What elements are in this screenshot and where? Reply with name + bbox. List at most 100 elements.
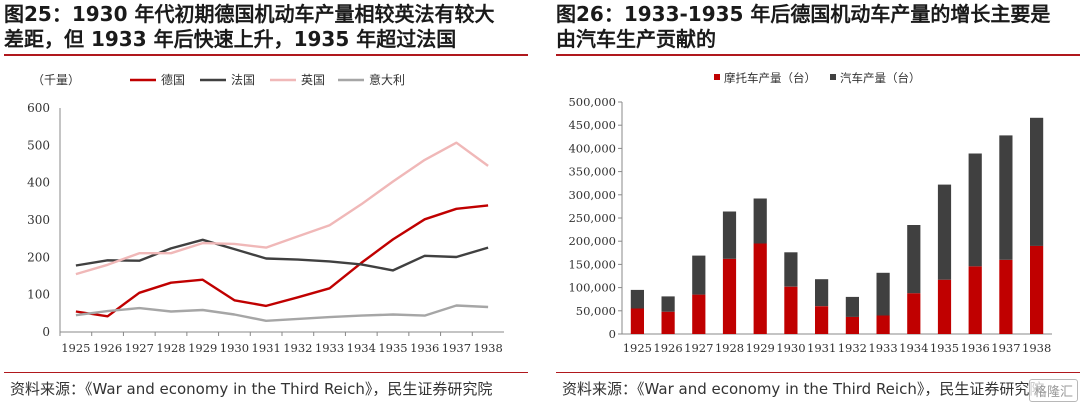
y-tick-label: 250,000 <box>568 211 616 225</box>
x-tick-label: 1925 <box>623 341 652 355</box>
x-tick-label: 1934 <box>347 341 376 355</box>
x-tick-label: 1930 <box>220 341 249 355</box>
y-tick-label: 500 <box>27 138 50 152</box>
bar-segment <box>845 296 859 317</box>
x-tick-label: 1929 <box>188 341 217 355</box>
right-source-note: 资料来源：《War and economy in the Third Reich… <box>562 380 1045 398</box>
bar-segment <box>692 255 706 295</box>
bar-segment <box>722 211 737 259</box>
bar-segment <box>845 316 859 334</box>
bar-segment <box>630 308 644 334</box>
bar-segment <box>815 306 829 334</box>
bar-segment <box>876 272 890 316</box>
y-tick-label: 150,000 <box>568 257 616 271</box>
bar-segment <box>692 294 706 334</box>
bar-segment <box>999 259 1013 334</box>
bar-segment <box>815 279 829 307</box>
legend-label: 法国 <box>231 73 255 87</box>
legend-swatch <box>714 74 720 80</box>
bar-segment <box>876 315 890 334</box>
y-tick-label: 0 <box>609 327 616 341</box>
x-tick-label: 1931 <box>252 341 281 355</box>
right-source-divider <box>556 372 1080 373</box>
legend-label: 摩托车产量（台） <box>724 71 816 85</box>
right-figure-panel: 图26：1933-1935 年后德国机动车产量的增长主要是 由汽车生产贡献的 0… <box>556 0 1080 404</box>
watermark-logo: 格隆汇 <box>1028 379 1078 402</box>
x-tick-label: 1929 <box>746 341 775 355</box>
bar-segment <box>753 243 767 334</box>
x-tick-label: 1934 <box>899 341 928 355</box>
y-tick-label: 400,000 <box>568 141 616 155</box>
y-unit-label: （千量） <box>32 73 80 87</box>
right-title-divider <box>556 54 1080 56</box>
x-tick-label: 1938 <box>1022 341 1051 355</box>
y-tick-label: 500,000 <box>568 95 616 109</box>
x-tick-label: 1931 <box>807 341 836 355</box>
left-figure-panel: 图25：1930 年代初期德国机动车产量相较英法有较大 差距，但 1933 年后… <box>4 0 532 404</box>
y-tick-label: 350,000 <box>568 165 616 179</box>
x-tick-label: 1928 <box>156 341 185 355</box>
x-tick-label: 1930 <box>776 341 805 355</box>
x-tick-label: 1925 <box>61 341 90 355</box>
y-tick-label: 0 <box>42 325 50 339</box>
y-tick-label: 100 <box>27 288 50 302</box>
x-tick-label: 1927 <box>125 341 154 355</box>
bar-segment <box>784 252 798 287</box>
legend-label: 汽车产量（台） <box>840 71 921 85</box>
series-line <box>75 204 489 318</box>
y-tick-label: 400 <box>27 176 50 190</box>
left-title-divider <box>4 54 528 56</box>
x-tick-label: 1936 <box>961 341 990 355</box>
bar-segment <box>907 293 921 334</box>
left-figure-title: 图25：1930 年代初期德国机动车产量相较英法有较大 差距，但 1933 年后… <box>4 2 528 52</box>
bar-segment <box>1030 245 1044 334</box>
bar-segment <box>784 286 798 334</box>
x-tick-label: 1933 <box>315 341 344 355</box>
y-tick-label: 300 <box>27 213 50 227</box>
left-title-line-2: 差距，但 1933 年后快速上升，1935 年超过法国 <box>4 27 457 51</box>
x-tick-label: 1938 <box>474 341 503 355</box>
bar-segment <box>630 289 644 309</box>
series-line <box>75 238 489 272</box>
bar-segment <box>1030 117 1044 246</box>
y-tick-label: 50,000 <box>576 304 616 318</box>
bar-segment <box>722 258 737 334</box>
x-tick-label: 1937 <box>991 341 1020 355</box>
bar-segment <box>968 266 982 334</box>
bar-segment <box>753 198 767 244</box>
series-line <box>75 141 489 276</box>
x-tick-label: 1935 <box>378 341 407 355</box>
left-title-line-1: 图25：1930 年代初期德国机动车产量相较英法有较大 <box>4 2 495 26</box>
x-tick-label: 1926 <box>653 341 682 355</box>
bar-segment <box>937 184 952 280</box>
left-source-divider <box>4 372 528 373</box>
bar-segment <box>661 296 675 312</box>
legend-label: 德国 <box>161 72 185 87</box>
y-tick-label: 200 <box>27 250 50 264</box>
bar-segment <box>968 153 982 267</box>
y-tick-label: 600 <box>27 101 50 115</box>
x-tick-label: 1927 <box>684 341 713 355</box>
right-figure-title: 图26：1933-1935 年后德国机动车产量的增长主要是 由汽车生产贡献的 <box>556 2 1080 52</box>
bar-segment <box>937 279 952 334</box>
x-tick-label: 1932 <box>283 341 312 355</box>
stacked-bar-chart: 0 50,000 100,000 150,000 200,000 250,000 300,0… <box>568 71 1052 355</box>
bar-segment <box>999 135 1013 260</box>
x-tick-label: 1933 <box>868 341 897 355</box>
right-title-line-1: 图26：1933-1935 年后德国机动车产量的增长主要是 <box>556 2 1051 26</box>
series-line <box>75 304 489 322</box>
x-tick-label: 1937 <box>442 341 471 355</box>
x-tick-label: 1935 <box>930 341 959 355</box>
legend-swatch <box>830 74 836 80</box>
legend-label: 英国 <box>301 73 325 87</box>
bar-segment <box>661 311 675 334</box>
legend-label: 意大利 <box>369 72 405 87</box>
y-tick-label: 100,000 <box>568 281 616 295</box>
x-tick-label: 1932 <box>838 341 867 355</box>
bar-segment <box>907 225 921 294</box>
y-tick-label: 300,000 <box>568 188 616 202</box>
y-tick-label: 200,000 <box>568 234 616 248</box>
y-tick-label: 450,000 <box>568 118 616 132</box>
right-title-line-2: 由汽车生产贡献的 <box>556 27 716 51</box>
